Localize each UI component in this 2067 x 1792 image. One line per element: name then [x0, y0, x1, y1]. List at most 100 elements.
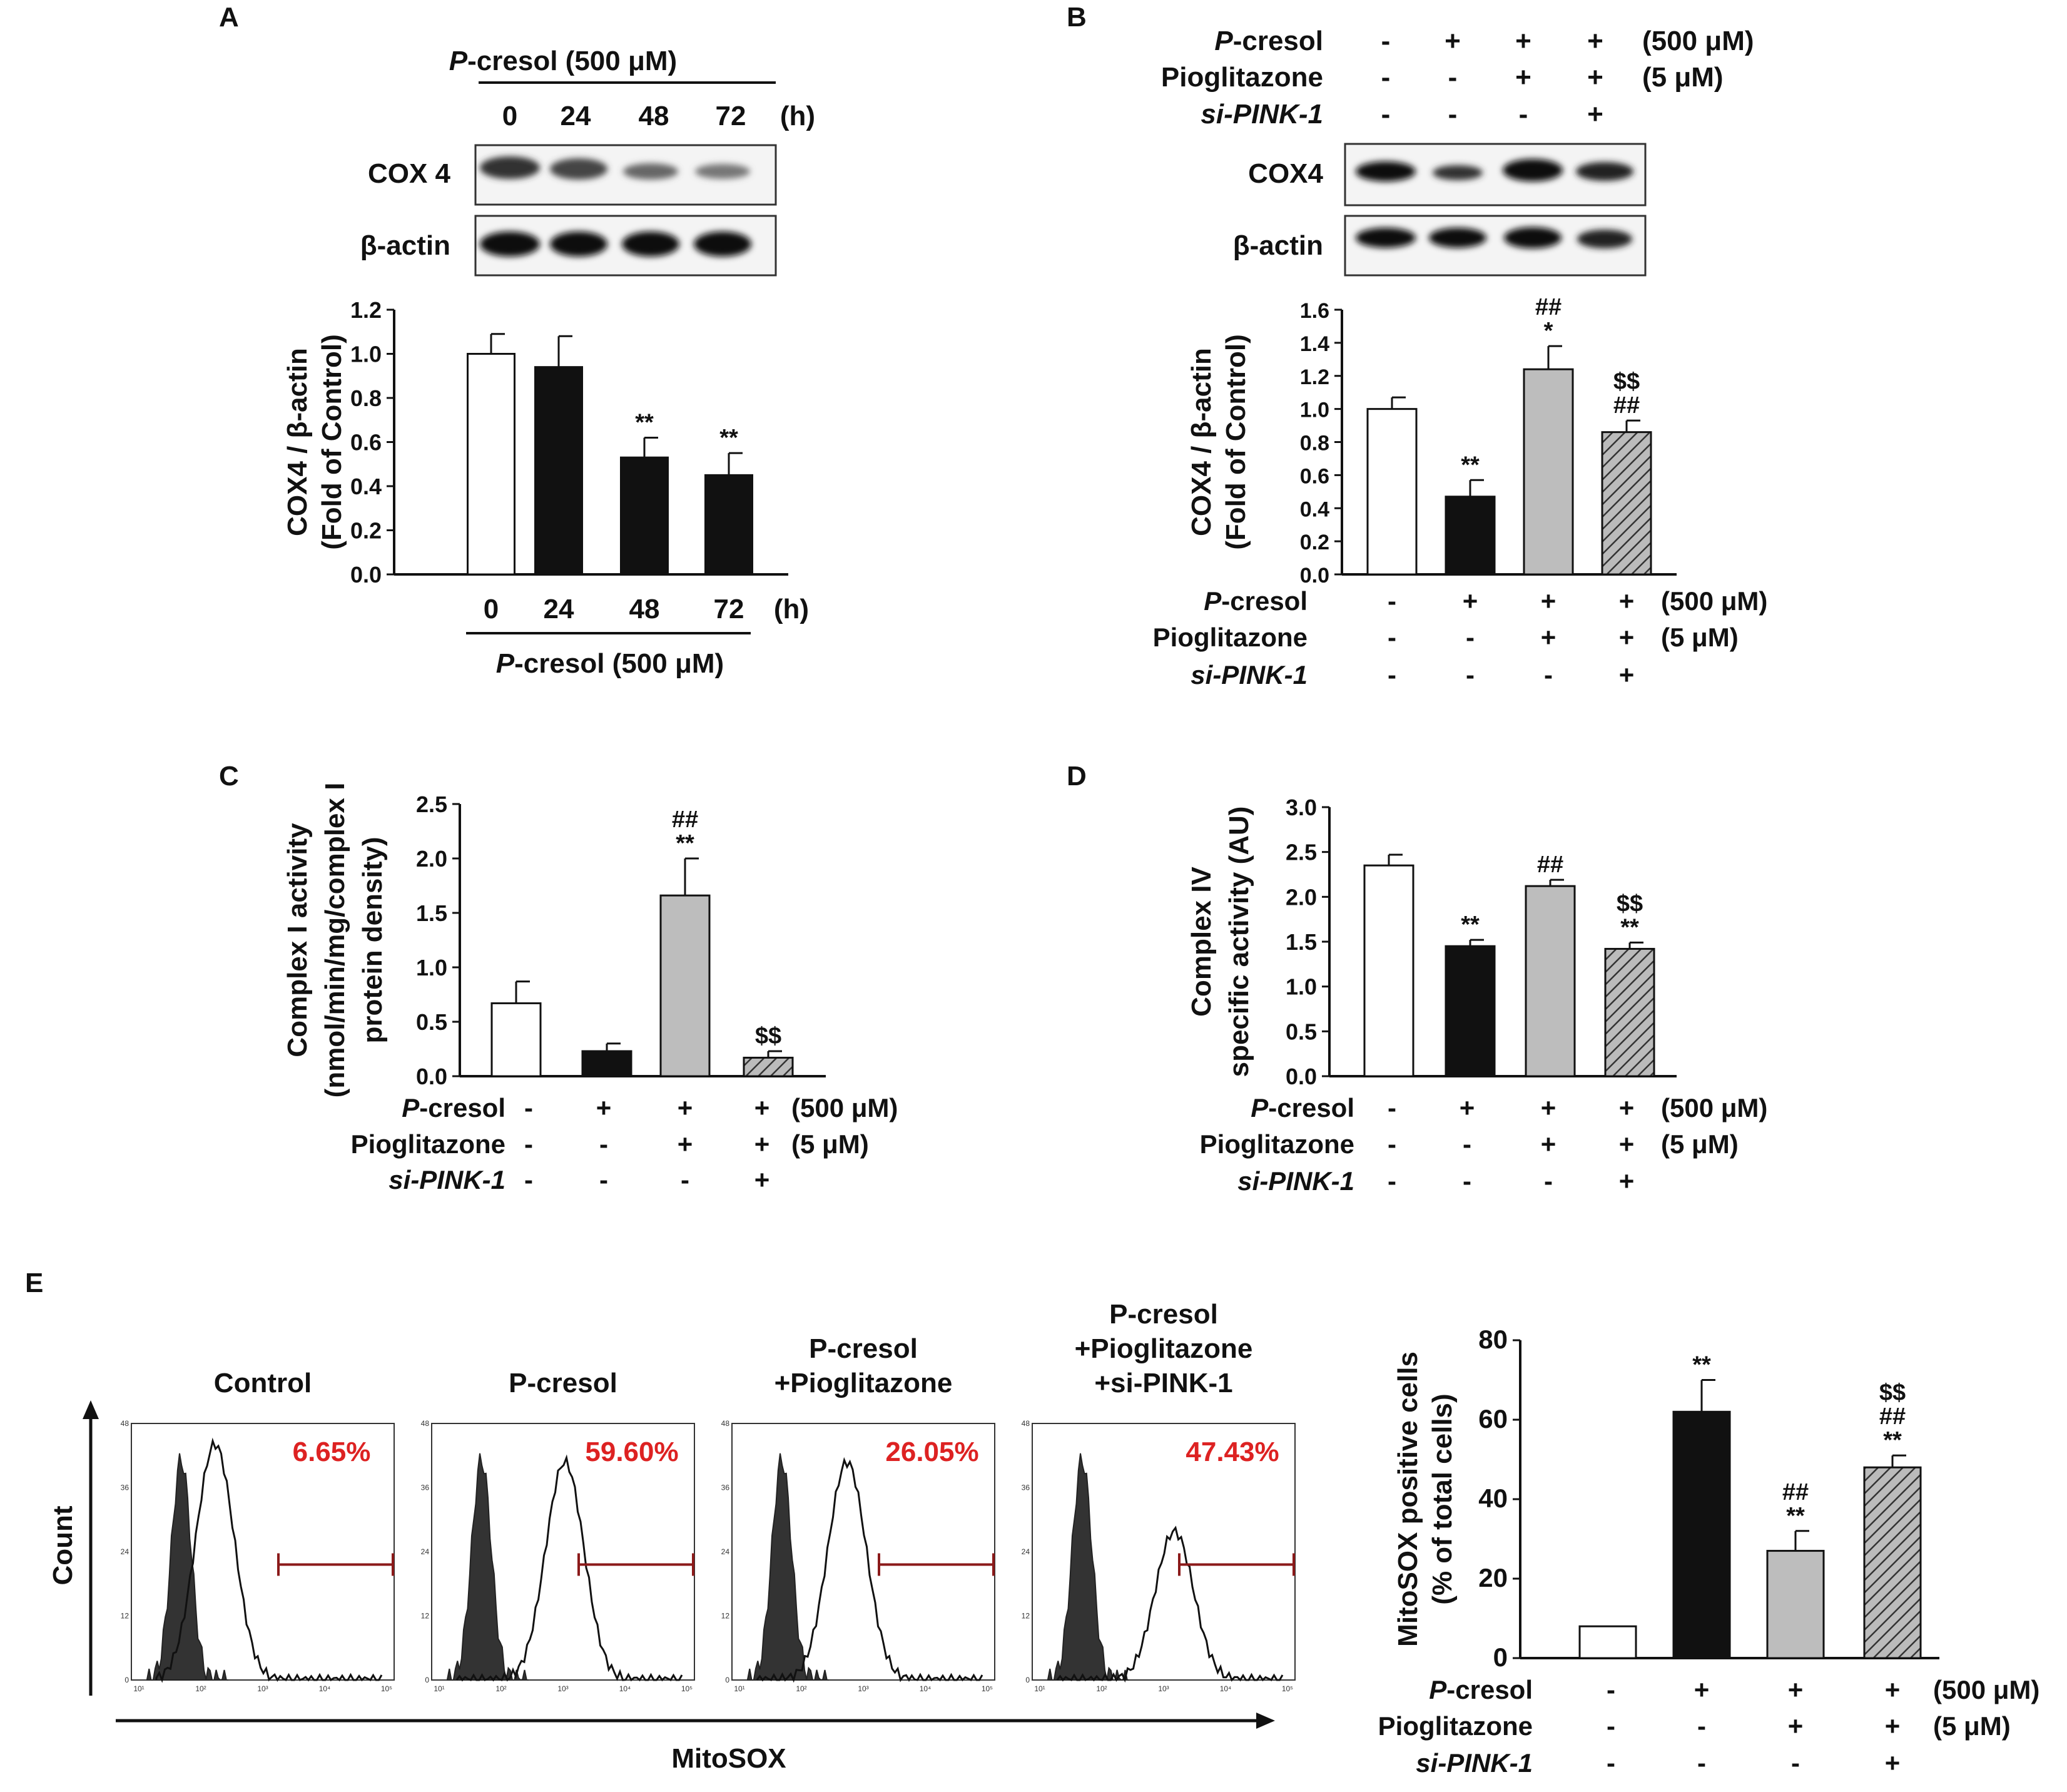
treatment-row-label: P-cresol [1251, 1093, 1354, 1123]
treatment-row-label: si-PINK-1 [1191, 660, 1308, 690]
treatment-cell: + [1619, 1093, 1635, 1123]
treatment-cell: - [1697, 1711, 1706, 1741]
flow-x-tick: 10⁴ [1220, 1684, 1232, 1693]
y-tick-label: 1.0 [1300, 399, 1329, 422]
treatment-table-e: P-cresol - + + + (500 μM) Pioglitazone - - + + (5 μ… [1378, 1675, 2040, 1778]
flow-axes: Count MitoSOX [48, 1400, 1275, 1774]
y-tick-label: 60 [1478, 1404, 1508, 1433]
panel-a-xtick-24: 24 [544, 594, 574, 624]
significance-mark: ** [1692, 1352, 1711, 1378]
y-axis-label: protein density) [357, 837, 388, 1043]
flow-x-tick: 10⁵ [982, 1684, 993, 1693]
treatment-dose: (500 μM) [1661, 1093, 1767, 1123]
significance-mark: ## [1613, 392, 1640, 419]
chart-c: 0.0 0.5 1.0 1.5 2.0 2.5 Complex I activity (nmo… [282, 783, 826, 1098]
significance-mark: ## [1879, 1403, 1906, 1430]
significance-mark: ** [1461, 452, 1480, 478]
treatment-cell: - [1466, 623, 1475, 652]
y-tick-label: 0.6 [350, 430, 382, 456]
bar-control [490, 1002, 542, 1077]
treatment-cell: + [1885, 1675, 1901, 1704]
treatment-cell: - [1388, 623, 1396, 652]
treatment-cell: + [1619, 586, 1635, 616]
flow-y-tick: 48 [421, 1419, 430, 1428]
bar-p-cresol-pioglitazone [1523, 368, 1574, 576]
treatment-cell: + [1619, 623, 1635, 652]
significance-mark: ** [1620, 914, 1639, 940]
flow-x-tick: 10⁵ [381, 1684, 392, 1693]
y-tick-label: 0.2 [1300, 531, 1329, 554]
treatment-row-label: Pioglitazone [351, 1129, 505, 1159]
bar-p-cresol-pioglitazone [659, 894, 711, 1077]
panel-b-blot-label-actin: β-actin [1233, 230, 1323, 261]
bar-control [1366, 408, 1418, 576]
significance-mark: $$ [755, 1023, 781, 1049]
significance-mark: $$ [1613, 369, 1640, 395]
bar-control [1363, 864, 1414, 1077]
y-tick-label: 0.4 [1300, 497, 1329, 521]
y-axis-label: MitoSOX positive cells [1393, 1352, 1423, 1647]
treatment-cell: - [1697, 1748, 1706, 1778]
y-axis-label: specific activity (AU) [1224, 807, 1254, 1077]
panel-a-xtick-48: 48 [629, 594, 660, 624]
significance-mark: ** [635, 409, 654, 435]
treatment-cell: - [1519, 99, 1528, 130]
treatment-row-label: si-PINK-1 [1237, 1166, 1354, 1196]
treatment-cell: + [1619, 660, 1635, 690]
treatment-cell: + [678, 1093, 693, 1123]
flow-x-tick: 10⁴ [920, 1684, 932, 1693]
y-tick-label: 1.2 [1300, 365, 1329, 389]
flow-y-tick: 24 [121, 1547, 130, 1556]
treatment-cell: + [1587, 62, 1603, 93]
treatment-cell: - [1381, 26, 1391, 56]
treatment-cell: + [1541, 586, 1557, 616]
panel-b-treatment-header: P-cresol - + + + (500 μM) Pioglitazone - - + + (5 μ… [1161, 26, 1754, 130]
treatment-dose: (5 μM) [791, 1129, 869, 1159]
treatment-cell: + [754, 1165, 770, 1194]
bar-48 [620, 456, 669, 576]
flow-gate-percent: 6.65% [293, 1437, 371, 1467]
flow-x-tick: 10³ [1158, 1684, 1169, 1693]
treatment-cell: - [1607, 1748, 1615, 1778]
treatment-row-label: P-cresol [1429, 1675, 1533, 1704]
flow-y-tick: 36 [121, 1484, 130, 1492]
bar-p-cresol [1445, 496, 1496, 576]
flow-gate-percent: 47.43% [1186, 1437, 1279, 1467]
treatment-dose: (500 μM) [1933, 1675, 2039, 1704]
treatment-cell: - [524, 1165, 533, 1194]
flow-y-tick: 0 [1025, 1676, 1030, 1684]
flow-gate-percent: 59.60% [585, 1437, 678, 1467]
treatment-cell: - [599, 1165, 608, 1194]
panel-a-blot-header: P-cresol (500 μM) 0 24 48 72 (h) [449, 46, 815, 131]
treatment-cell: + [1463, 586, 1478, 616]
significance-mark: ** [676, 830, 694, 857]
bar-24 [534, 366, 583, 576]
y-tick-label: 2.0 [416, 846, 447, 872]
flow-x-tick: 10¹ [734, 1684, 744, 1693]
y-tick-label: 1.0 [1286, 974, 1317, 1000]
treatment-dose: (500 μM) [1661, 586, 1767, 616]
treatment-cell: - [599, 1129, 608, 1159]
flow-histogram-4: P-cresol+Pioglitazone +si-PINK-1 48 36 24 12 0… [1022, 1299, 1296, 1693]
y-tick-label: 20 [1478, 1563, 1508, 1592]
significance-mark: $$ [1879, 1380, 1906, 1406]
treatment-table-c: P-cresol - + + + (500 μM)Pioglitazone - - + + (5 μ… [351, 1093, 898, 1194]
flow-x-tick: 10¹ [133, 1684, 144, 1693]
y-axis-label: (nmol/min/mg/complex I [320, 783, 350, 1098]
treatment-cell: - [1607, 1711, 1615, 1741]
bar-control [1578, 1625, 1637, 1659]
flow-plot-title: P-cresol [509, 1368, 617, 1398]
treatment-dose: (500 μM) [1642, 26, 1754, 56]
flow-x-tick: 10¹ [434, 1684, 444, 1693]
flow-plot-title: Control [214, 1368, 312, 1398]
y-axis-label: (% of total cells) [1427, 1393, 1458, 1604]
treatment-cell: + [1619, 1129, 1635, 1159]
treatment-dose: (5 μM) [1933, 1711, 2011, 1741]
panel-a-blot-label-actin: β-actin [360, 230, 450, 261]
flow-control-peak [146, 1453, 228, 1681]
panel-a-time-24: 24 [561, 101, 591, 131]
treatment-cell: + [1460, 1093, 1475, 1123]
treatment-dose: (5 μM) [1661, 1129, 1739, 1159]
treatment-cell: + [1694, 1675, 1710, 1704]
panel-a-xtick-72: 72 [714, 594, 744, 624]
